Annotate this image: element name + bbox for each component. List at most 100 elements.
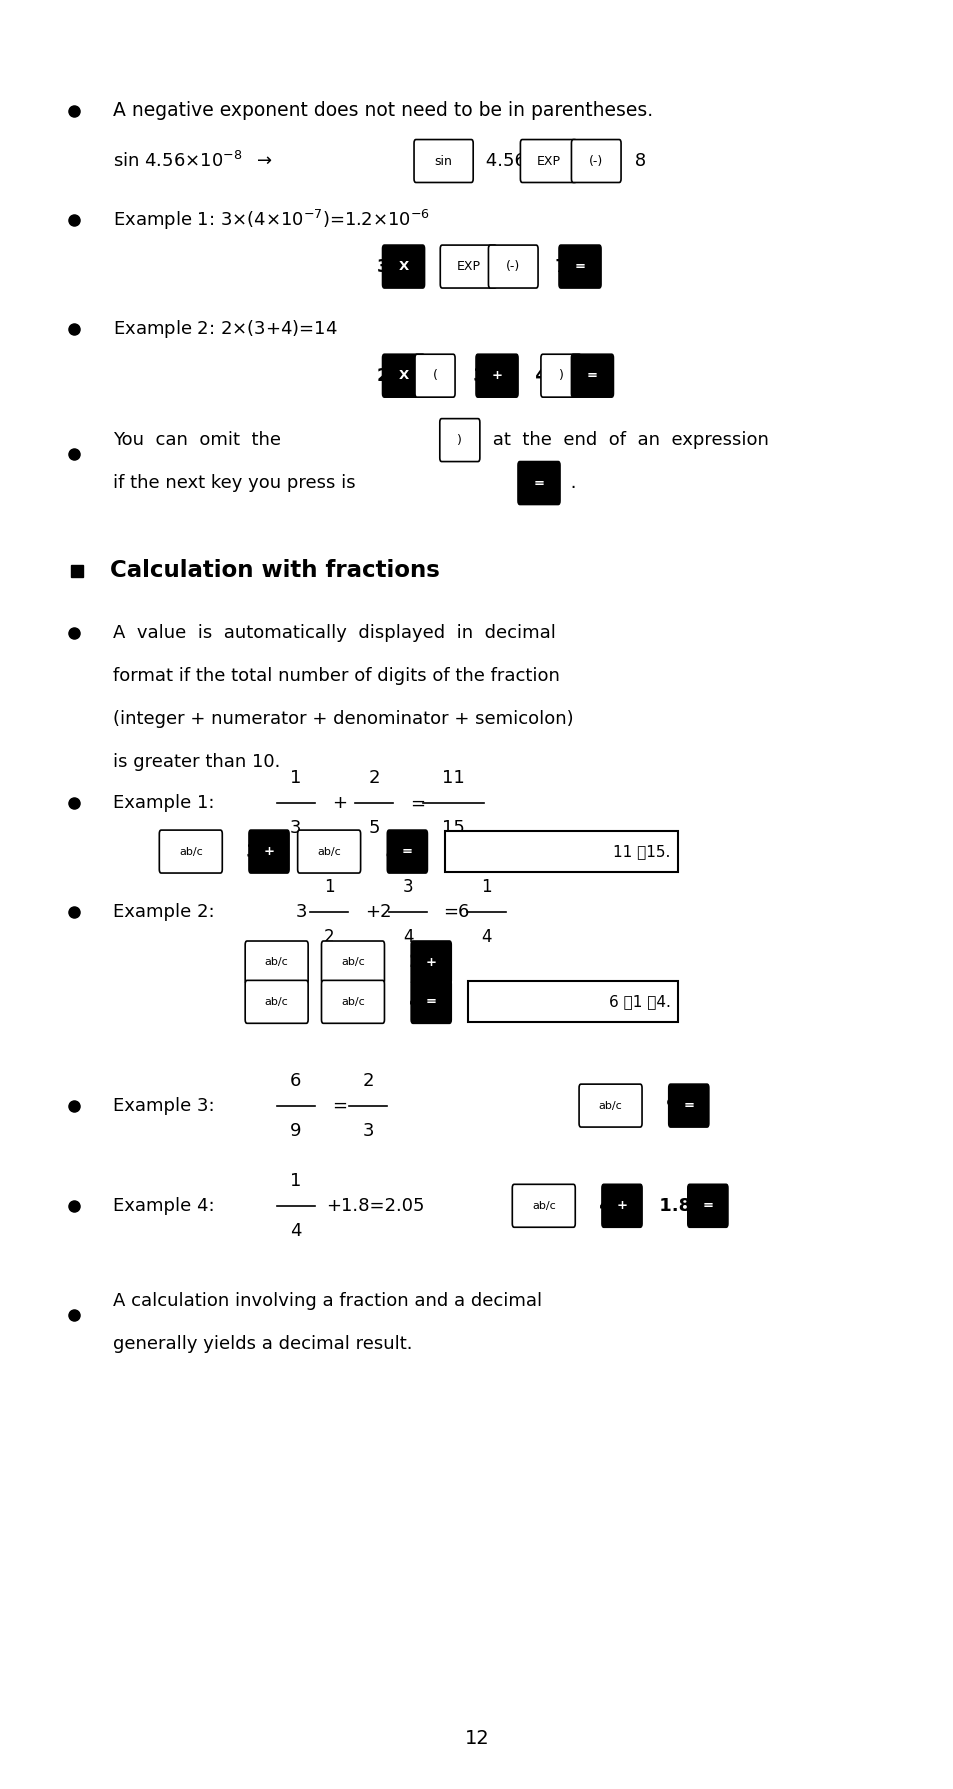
Text: 4: 4 bbox=[480, 928, 492, 946]
Text: Example 3:: Example 3: bbox=[112, 1097, 220, 1115]
Text: 3: 3 bbox=[326, 993, 345, 1011]
Text: EXP: EXP bbox=[456, 259, 480, 274]
FancyBboxPatch shape bbox=[415, 354, 455, 397]
Text: ab/c: ab/c bbox=[265, 996, 288, 1007]
Text: +: + bbox=[425, 955, 436, 970]
Text: 9: 9 bbox=[659, 1097, 679, 1115]
Text: Example 1: 3$\times$(4$\times$10$^{-7}$)=1.2$\times$10$^{-6}$: Example 1: 3$\times$(4$\times$10$^{-7}$)… bbox=[112, 208, 429, 233]
Text: if the next key you press is: if the next key you press is bbox=[112, 474, 355, 492]
Text: generally yields a decimal result.: generally yields a decimal result. bbox=[112, 1335, 412, 1352]
Text: ab/c: ab/c bbox=[598, 1100, 621, 1111]
Text: sin 4.56$\times$10$^{-8}$  $\rightarrow$: sin 4.56$\times$10$^{-8}$ $\rightarrow$ bbox=[112, 150, 273, 172]
Text: (-): (-) bbox=[506, 259, 519, 274]
FancyBboxPatch shape bbox=[245, 980, 308, 1023]
Text: format if the total number of digits of the fraction: format if the total number of digits of … bbox=[112, 667, 558, 685]
Text: 15: 15 bbox=[441, 819, 464, 837]
Text: +: + bbox=[491, 369, 502, 383]
Text: (integer + numerator + denominator + semicolon): (integer + numerator + denominator + sem… bbox=[112, 710, 573, 728]
FancyBboxPatch shape bbox=[321, 941, 384, 984]
Text: 1: 1 bbox=[323, 878, 335, 896]
FancyBboxPatch shape bbox=[297, 830, 360, 873]
Text: 5: 5 bbox=[378, 843, 397, 861]
Text: Example 1:: Example 1: bbox=[112, 794, 219, 812]
Text: 1: 1 bbox=[519, 1197, 532, 1215]
Text: A negative exponent does not need to be in parentheses.: A negative exponent does not need to be … bbox=[112, 102, 652, 120]
FancyBboxPatch shape bbox=[321, 980, 384, 1023]
Text: 3: 3 bbox=[240, 843, 259, 861]
Text: =: = bbox=[425, 995, 436, 1009]
Bar bbox=[444, 830, 678, 871]
FancyBboxPatch shape bbox=[571, 140, 620, 182]
Text: 5: 5 bbox=[368, 819, 379, 837]
Text: 3: 3 bbox=[253, 954, 265, 971]
FancyBboxPatch shape bbox=[578, 1084, 641, 1127]
Text: =: = bbox=[701, 1199, 713, 1213]
Text: ab/c: ab/c bbox=[317, 846, 340, 857]
Text: ab/c: ab/c bbox=[179, 846, 202, 857]
Text: (-): (-) bbox=[589, 154, 602, 168]
Text: 2: 2 bbox=[323, 928, 335, 946]
Text: =6: =6 bbox=[443, 903, 470, 921]
Text: 4.56: 4.56 bbox=[479, 152, 525, 170]
FancyBboxPatch shape bbox=[411, 980, 451, 1023]
FancyBboxPatch shape bbox=[601, 1184, 641, 1227]
Text: ab/c: ab/c bbox=[341, 996, 364, 1007]
Text: +: + bbox=[332, 794, 347, 812]
Text: 2: 2 bbox=[300, 843, 319, 861]
Text: 2: 2 bbox=[402, 954, 421, 971]
Text: 1: 1 bbox=[167, 843, 179, 861]
Text: 6 ⌕1 ⌕4.: 6 ⌕1 ⌕4. bbox=[608, 995, 670, 1009]
Text: =: = bbox=[586, 369, 598, 383]
Text: 4: 4 bbox=[402, 928, 414, 946]
Text: sin: sin bbox=[435, 154, 452, 168]
FancyBboxPatch shape bbox=[382, 354, 424, 397]
Text: Example 4:: Example 4: bbox=[112, 1197, 220, 1215]
FancyBboxPatch shape bbox=[571, 354, 613, 397]
Text: 11: 11 bbox=[441, 769, 464, 787]
Text: is greater than 10.: is greater than 10. bbox=[112, 753, 279, 771]
FancyBboxPatch shape bbox=[382, 245, 424, 288]
Text: 4: 4 bbox=[593, 1197, 612, 1215]
Text: 4: 4 bbox=[402, 993, 421, 1011]
Text: =: = bbox=[401, 844, 413, 859]
FancyBboxPatch shape bbox=[440, 245, 497, 288]
Text: 3: 3 bbox=[402, 878, 414, 896]
Text: 4: 4 bbox=[290, 1222, 301, 1240]
Text: .: . bbox=[564, 474, 576, 492]
FancyBboxPatch shape bbox=[540, 354, 580, 397]
Text: 8: 8 bbox=[628, 152, 645, 170]
Text: 4: 4 bbox=[529, 367, 548, 385]
Text: ab/c: ab/c bbox=[265, 957, 288, 968]
Text: A calculation involving a fraction and a decimal: A calculation involving a fraction and a… bbox=[112, 1292, 541, 1310]
Text: =: = bbox=[533, 476, 544, 490]
Text: at  the  end  of  an  expression: at the end of an expression bbox=[486, 431, 767, 449]
Text: ab/c: ab/c bbox=[341, 957, 364, 968]
Text: 6: 6 bbox=[586, 1097, 598, 1115]
Text: +: + bbox=[616, 1199, 627, 1213]
Text: ): ) bbox=[558, 369, 563, 383]
FancyBboxPatch shape bbox=[414, 140, 473, 182]
FancyBboxPatch shape bbox=[439, 419, 479, 462]
Text: =: = bbox=[682, 1098, 694, 1113]
Text: (: ( bbox=[432, 369, 437, 383]
Text: Example 2: 2$\times$(3+4)=14: Example 2: 2$\times$(3+4)=14 bbox=[112, 318, 336, 340]
Text: X: X bbox=[398, 369, 408, 383]
FancyBboxPatch shape bbox=[558, 245, 600, 288]
Text: EXP: EXP bbox=[536, 154, 560, 168]
Text: 3: 3 bbox=[290, 819, 301, 837]
FancyBboxPatch shape bbox=[159, 830, 222, 873]
Text: Example 2:: Example 2: bbox=[112, 903, 220, 921]
Text: 11 ⌕15.: 11 ⌕15. bbox=[613, 844, 670, 859]
Text: 6: 6 bbox=[290, 1072, 301, 1090]
Text: A  value  is  automatically  displayed  in  decimal: A value is automatically displayed in de… bbox=[112, 624, 555, 642]
Text: 2: 2 bbox=[368, 769, 379, 787]
Text: 1.8: 1.8 bbox=[653, 1197, 691, 1215]
Text: 3: 3 bbox=[362, 1122, 374, 1140]
Text: 1: 1 bbox=[290, 1172, 301, 1190]
Text: 12: 12 bbox=[464, 1730, 489, 1748]
Text: =: = bbox=[410, 794, 425, 812]
Text: +1.8=2.05: +1.8=2.05 bbox=[326, 1197, 424, 1215]
FancyBboxPatch shape bbox=[517, 462, 559, 504]
Text: =: = bbox=[332, 1097, 347, 1115]
FancyBboxPatch shape bbox=[488, 245, 537, 288]
